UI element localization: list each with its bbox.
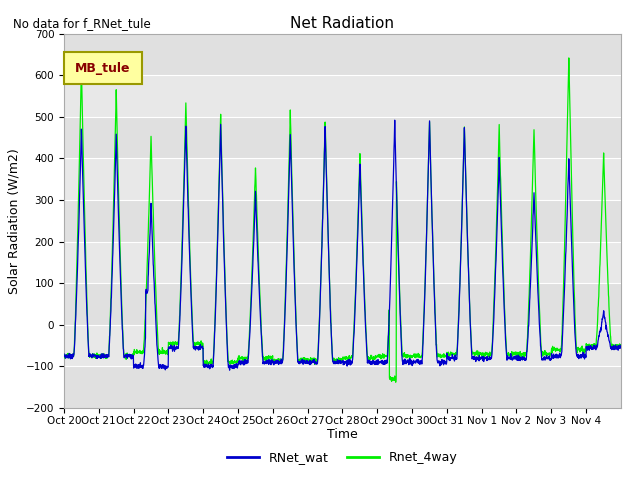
- X-axis label: Time: Time: [327, 429, 358, 442]
- Bar: [64, 34, 621, 75]
- Bar: [64, 283, 621, 325]
- Bar: [64, 75, 621, 117]
- Bar: [64, 241, 621, 283]
- FancyBboxPatch shape: [64, 52, 142, 84]
- Bar: [64, 200, 621, 241]
- Y-axis label: Solar Radiation (W/m2): Solar Radiation (W/m2): [7, 148, 20, 294]
- Text: MB_tule: MB_tule: [76, 62, 131, 75]
- Text: No data for f_RNet_tule: No data for f_RNet_tule: [13, 17, 150, 30]
- Bar: [64, 325, 621, 366]
- Bar: [64, 117, 621, 158]
- Bar: [64, 158, 621, 200]
- Bar: [64, 366, 621, 408]
- Title: Net Radiation: Net Radiation: [291, 16, 394, 31]
- Legend: RNet_wat, Rnet_4way: RNet_wat, Rnet_4way: [223, 446, 462, 469]
